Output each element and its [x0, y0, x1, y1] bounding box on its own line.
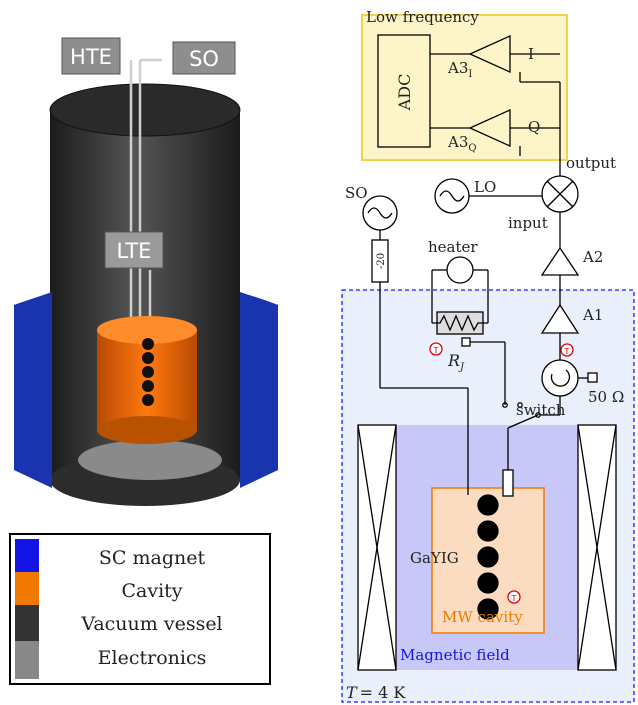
circulator-arrow	[550, 369, 571, 387]
coupler	[502, 469, 514, 497]
lo-wave	[439, 190, 465, 202]
switch-label: switch	[516, 401, 566, 419]
vacuum-vessel-top	[49, 83, 241, 137]
coil-left-x2	[357, 424, 397, 671]
thermometer-icon	[429, 342, 443, 356]
tag-lte-box	[104, 231, 164, 269]
adc-box	[377, 34, 431, 148]
legend: SC magnet Cavity Vacuum vessel Electroni…	[9, 533, 271, 685]
yig-sphere	[477, 494, 499, 516]
mixer-cross	[546, 180, 574, 208]
a3q-label: A3Q	[447, 133, 477, 154]
input-label: input	[508, 214, 548, 232]
attenuator-label: -20	[376, 253, 387, 269]
coil-right-x2	[577, 424, 617, 671]
cryostat-illustration: HTE SO LTE	[14, 37, 278, 506]
tag-lte: LTE	[117, 239, 152, 263]
legend-magnet: SC magnet	[99, 547, 206, 569]
circuit-labels: Low frequency ADC A3I A3Q I Q output LO …	[345, 8, 624, 702]
thermometer-icon	[507, 590, 521, 604]
cavity-bottom	[97, 416, 197, 444]
heater-source	[446, 256, 474, 284]
circulator	[541, 359, 579, 397]
tag-hte-box	[61, 37, 121, 75]
a1-label: A1	[582, 306, 603, 324]
gayig-label: GaYIG	[410, 549, 459, 567]
rj-probe	[461, 337, 471, 347]
yig-sphere	[142, 380, 154, 392]
rj-label: RJ	[447, 351, 465, 373]
yig-sphere	[142, 352, 154, 364]
temperature-label: T = 4 K	[346, 683, 406, 702]
low-frequency-title: Low frequency	[366, 8, 479, 26]
legend-swatch-electronics	[15, 641, 39, 679]
thermometer-icon	[560, 343, 574, 357]
legend-swatch-cavity	[15, 572, 39, 605]
sc-magnet-front-left	[14, 292, 52, 488]
thermo-mark: T	[564, 347, 570, 356]
tag-hte: HTE	[70, 45, 112, 69]
i-label: I	[528, 45, 534, 63]
yig-sphere	[477, 546, 499, 568]
a2-label: A2	[582, 248, 603, 266]
so-wave	[367, 207, 393, 219]
a3i-label: A3I	[447, 59, 472, 80]
yig-sphere	[477, 520, 499, 542]
magnetic-field-label: Magnetic field	[400, 646, 510, 664]
fifty-ohm-label: 50 Ω	[588, 388, 624, 406]
tag-so: SO	[189, 47, 219, 71]
yig-sphere	[142, 338, 154, 350]
yig-sphere	[477, 572, 499, 594]
legend-swatch-magnet	[15, 539, 39, 572]
legend-swatch-vessel	[15, 605, 39, 641]
tag-so-box	[172, 41, 236, 75]
legend-electronics: Electronics	[98, 647, 207, 669]
legend-vessel: Vacuum vessel	[80, 613, 222, 635]
legend-cavity: Cavity	[121, 580, 182, 602]
switch-arm	[507, 414, 539, 429]
yig-sphere	[477, 598, 499, 620]
cavity-top	[97, 316, 197, 344]
heater-label: heater	[428, 238, 478, 256]
circuit-diagram	[341, 14, 635, 703]
rj-resistor	[432, 314, 488, 332]
yig-sphere	[142, 394, 154, 406]
so-label: SO	[345, 184, 368, 202]
amp-a2	[540, 246, 580, 276]
sc-magnet-front-right	[240, 292, 278, 488]
output-label: output	[566, 154, 616, 172]
thermo-mark: T	[433, 346, 439, 355]
yig-sphere	[142, 366, 154, 378]
q-label: Q	[528, 118, 540, 136]
inner-floor	[78, 440, 222, 480]
thermo-mark: T	[511, 594, 517, 603]
lo-label: LO	[474, 178, 496, 196]
switch-contact	[517, 402, 523, 408]
load-50ohm	[587, 372, 598, 383]
legend-frame	[9, 533, 271, 685]
adc-label: ADC	[395, 74, 414, 112]
mw-cavity-label: MW cavity	[442, 608, 523, 626]
